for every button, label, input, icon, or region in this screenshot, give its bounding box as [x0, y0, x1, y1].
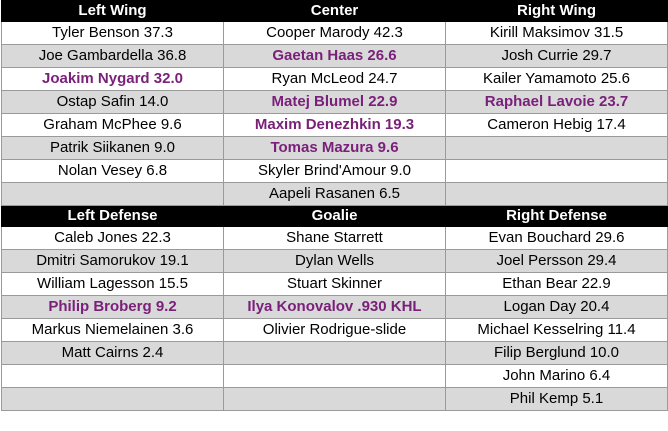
table-row: Patrik Siikanen 9.0 Tomas Mazura 9.6 [1, 136, 668, 160]
table-row: Tyler Benson 37.3 Cooper Marody 42.3 Kiril… [1, 21, 668, 45]
table-row: Ostap Safin 14.0 Matej Blumel 22.9 Raphael… [1, 90, 668, 114]
player-cell: Matt Cairns 2.4 [1, 341, 224, 365]
player-cell: Joel Persson 29.4 [445, 249, 668, 273]
player-cell: Josh Currie 29.7 [445, 44, 668, 68]
table-row: Graham McPhee 9.6 Maxim Denezhkin 19.3 Cam… [1, 113, 668, 137]
table-row: Caleb Jones 22.3 Shane Starrett Evan Bouch… [1, 226, 668, 250]
player-cell: Raphael Lavoie 23.7 [445, 90, 668, 114]
player-cell: Dylan Wells [223, 249, 446, 273]
player-cell: Cooper Marody 42.3 [223, 21, 446, 45]
column-header: Right Wing [445, 0, 668, 22]
column-header: Goalie [223, 205, 446, 227]
column-header: Left Defense [1, 205, 224, 227]
column-header: Right Defense [445, 205, 668, 227]
player-cell [445, 136, 668, 160]
player-cell: Ethan Bear 22.9 [445, 272, 668, 296]
player-cell: Michael Kesselring 11.4 [445, 318, 668, 342]
player-cell: Caleb Jones 22.3 [1, 226, 224, 250]
player-cell: Logan Day 20.4 [445, 295, 668, 319]
player-cell: Phil Kemp 5.1 [445, 387, 668, 411]
player-cell [223, 364, 446, 388]
player-cell: Tyler Benson 37.3 [1, 21, 224, 45]
table-row: Joakim Nygard 32.0 Ryan McLeod 24.7 Kailer… [1, 67, 668, 91]
player-cell: Filip Berglund 10.0 [445, 341, 668, 365]
player-cell: Olivier Rodrigue-slide [223, 318, 446, 342]
player-cell [1, 387, 224, 411]
player-cell: Matej Blumel 22.9 [223, 90, 446, 114]
player-cell: Stuart Skinner [223, 272, 446, 296]
column-header: Left Wing [1, 0, 224, 22]
player-cell [223, 341, 446, 365]
player-cell: Dmitri Samorukov 19.1 [1, 249, 224, 273]
table-row: Phil Kemp 5.1 [1, 387, 668, 411]
table-row: Markus Niemelainen 3.6 Olivier Rodrigue-s… [1, 318, 668, 342]
player-cell: Nolan Vesey 6.8 [1, 159, 224, 183]
table-row: Joe Gambardella 36.8 Gaetan Haas 26.6 Josh… [1, 44, 668, 68]
depth-chart-table: Left Wing Center Right Wing Tyler Benson 37… [1, 0, 668, 411]
player-cell: Ryan McLeod 24.7 [223, 67, 446, 91]
player-cell [1, 364, 224, 388]
player-cell: Joakim Nygard 32.0 [1, 67, 224, 91]
table-row: Aapeli Rasanen 6.5 [1, 182, 668, 206]
player-cell: Ostap Safin 14.0 [1, 90, 224, 114]
player-cell: Aapeli Rasanen 6.5 [223, 182, 446, 206]
player-cell: Maxim Denezhkin 19.3 [223, 113, 446, 137]
player-cell: Tomas Mazura 9.6 [223, 136, 446, 160]
player-cell: Cameron Hebig 17.4 [445, 113, 668, 137]
column-header: Center [223, 0, 446, 22]
table-row: Nolan Vesey 6.8 Skyler Brind'Amour 9.0 [1, 159, 668, 183]
player-cell [1, 182, 224, 206]
player-cell: Shane Starrett [223, 226, 446, 250]
depth-chart-body: Left Wing Center Right Wing Tyler Benson 37… [1, 0, 668, 411]
player-cell: Patrik Siikanen 9.0 [1, 136, 224, 160]
player-cell [445, 159, 668, 183]
player-cell: Ilya Konovalov .930 KHL [223, 295, 446, 319]
table-row: Matt Cairns 2.4 Filip Berglund 10.0 [1, 341, 668, 365]
player-cell [223, 387, 446, 411]
player-cell: Joe Gambardella 36.8 [1, 44, 224, 68]
player-cell: John Marino 6.4 [445, 364, 668, 388]
section-header-row-defense-goalies: Left Defense Goalie Right Defense [1, 205, 668, 227]
player-cell: William Lagesson 15.5 [1, 272, 224, 296]
player-cell: Skyler Brind'Amour 9.0 [223, 159, 446, 183]
table-row: John Marino 6.4 [1, 364, 668, 388]
player-cell: Philip Broberg 9.2 [1, 295, 224, 319]
player-cell: Graham McPhee 9.6 [1, 113, 224, 137]
player-cell: Markus Niemelainen 3.6 [1, 318, 224, 342]
player-cell [445, 182, 668, 206]
section-header-row-forwards: Left Wing Center Right Wing [1, 0, 668, 22]
player-cell: Evan Bouchard 29.6 [445, 226, 668, 250]
table-row: Dmitri Samorukov 19.1 Dylan Wells Joel Per… [1, 249, 668, 273]
table-row: Philip Broberg 9.2 Ilya Konovalov .930 KH… [1, 295, 668, 319]
player-cell: Gaetan Haas 26.6 [223, 44, 446, 68]
player-cell: Kirill Maksimov 31.5 [445, 21, 668, 45]
table-row: William Lagesson 15.5 Stuart Skinner Ethan… [1, 272, 668, 296]
player-cell: Kailer Yamamoto 25.6 [445, 67, 668, 91]
